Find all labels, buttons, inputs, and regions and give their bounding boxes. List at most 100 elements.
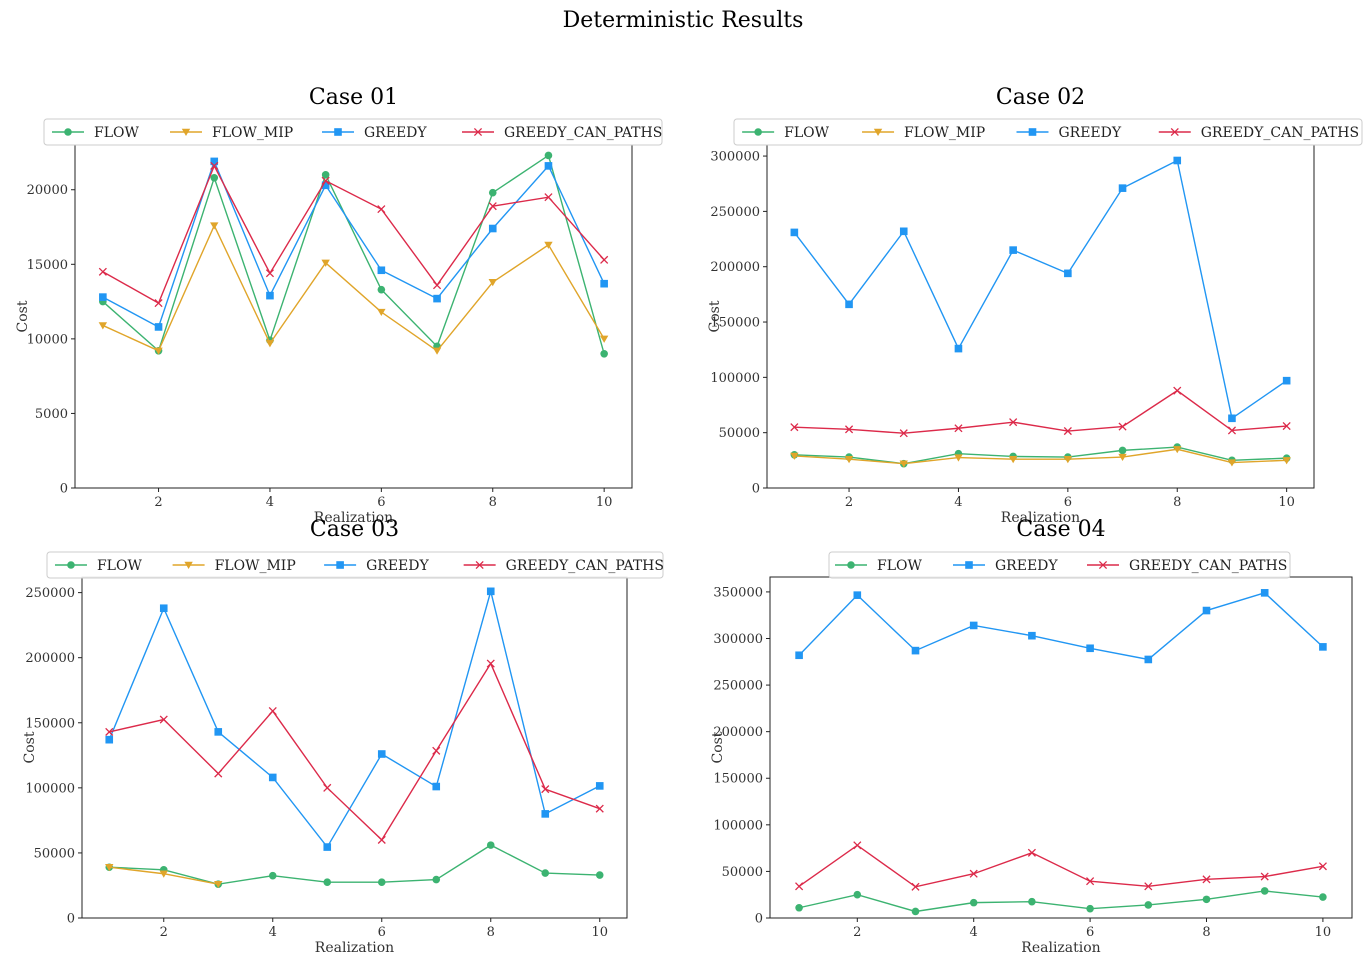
series-line [108, 588, 601, 849]
data-point [210, 222, 219, 230]
data-point [969, 621, 978, 630]
subplot-title: Case 01 [309, 85, 398, 110]
y-tick-label: 300000 [710, 150, 760, 165]
x-tick-label: 2 [154, 495, 162, 510]
x-tick-label: 10 [591, 925, 608, 940]
y-tick-label: 200000 [25, 651, 75, 666]
data-point [600, 255, 609, 264]
data-point [321, 259, 330, 267]
data-point [323, 878, 332, 887]
series-line [798, 592, 1324, 661]
data-point [790, 452, 799, 460]
data-point [1009, 418, 1018, 427]
data-point [1118, 446, 1127, 455]
data-point [1118, 422, 1127, 431]
data-point [1227, 459, 1237, 467]
data-point [969, 898, 978, 907]
legend-label: FLOW_MIP [212, 125, 293, 141]
y-tick-label: 350000 [713, 585, 763, 600]
data-point [853, 591, 862, 599]
data-point [544, 162, 553, 170]
data-point [853, 841, 862, 850]
legend-marker [1028, 128, 1037, 136]
data-point [1260, 887, 1269, 895]
legend: FLOW FLOW_MIP GREEDY GREEDY_CAN_PATHS [43, 118, 663, 146]
series-greedy [99, 157, 608, 331]
data-point [433, 294, 441, 303]
data-point [488, 224, 497, 233]
data-point [323, 783, 332, 792]
data-point [154, 299, 163, 308]
x-axis-label: Realization [314, 510, 393, 526]
data-point [321, 176, 330, 185]
y-tick-label: 100000 [710, 371, 760, 386]
plot-area-frame [766, 144, 1315, 489]
x-tick-label: 10 [1278, 495, 1295, 510]
data-point [595, 804, 604, 813]
x-tick-label: 10 [596, 495, 613, 510]
legend-marker [67, 561, 75, 569]
data-point [1144, 901, 1153, 909]
data-point [899, 460, 908, 468]
y-tick-label: 250000 [713, 679, 763, 694]
series-line [798, 844, 1324, 888]
data-point [853, 890, 862, 899]
data-point [1063, 426, 1072, 436]
data-point [432, 782, 441, 791]
data-point [1086, 877, 1095, 886]
data-point [595, 782, 604, 790]
subplot-case-04: Case 04 2 4 6 8 10 0 50000 100000 150000 200000 250… [710, 517, 1353, 956]
legend-marker [64, 128, 72, 136]
series-greedy-can-paths [98, 161, 609, 308]
series-flow [790, 443, 1291, 468]
data-point [1202, 895, 1211, 904]
data-point [265, 269, 275, 278]
legend-marker [847, 561, 855, 569]
data-point [795, 651, 803, 660]
legend-box [828, 551, 1291, 579]
data-point [377, 205, 386, 214]
data-point [321, 171, 330, 179]
data-point [1064, 269, 1072, 278]
data-point [98, 267, 107, 276]
legend-label: GREEDY [366, 558, 429, 574]
legend-item: GREEDY_CAN_PATHS [463, 558, 664, 574]
legend-item: GREEDY_CAN_PATHS [1158, 125, 1359, 141]
series-line [102, 164, 605, 305]
data-point [899, 227, 908, 236]
data-point [845, 300, 853, 309]
series-line [793, 159, 1288, 420]
series-greedy [105, 587, 604, 851]
data-point [1028, 631, 1036, 640]
legend-marker [184, 561, 193, 569]
data-point [541, 785, 550, 794]
legend-item: FLOW [742, 125, 830, 141]
data-point [1227, 426, 1237, 435]
legend-marker [473, 127, 483, 137]
subplot-case-02: Case 02 2 4 6 8 10 0 50000 100000 150000 200000 250… [707, 85, 1363, 526]
x-tick-label: 6 [378, 925, 386, 940]
data-point [1027, 848, 1036, 857]
legend: FLOW FLOW_MIP GREEDY GREEDY_CAN_PATHS [46, 551, 664, 579]
data-point [268, 773, 277, 782]
y-tick-label: 10000 [27, 332, 68, 347]
legend-marker [181, 128, 191, 136]
x-tick-label: 4 [269, 925, 277, 940]
series-flow [795, 887, 1327, 916]
data-point [1086, 904, 1094, 913]
data-point [214, 728, 223, 736]
y-tick-label: 50000 [722, 865, 763, 880]
data-point [844, 456, 854, 464]
series-line [102, 223, 605, 352]
legend-item: GREEDY [322, 125, 427, 141]
y-tick-label: 0 [752, 482, 760, 497]
figure-title: Deterministic Results [563, 8, 804, 33]
data-point [1318, 862, 1327, 871]
data-point [790, 423, 799, 432]
legend-label: GREEDY [1058, 125, 1121, 141]
data-point [1144, 882, 1153, 891]
data-point [541, 869, 550, 877]
data-point [159, 715, 168, 724]
data-point [210, 174, 219, 182]
data-point [1118, 453, 1127, 462]
